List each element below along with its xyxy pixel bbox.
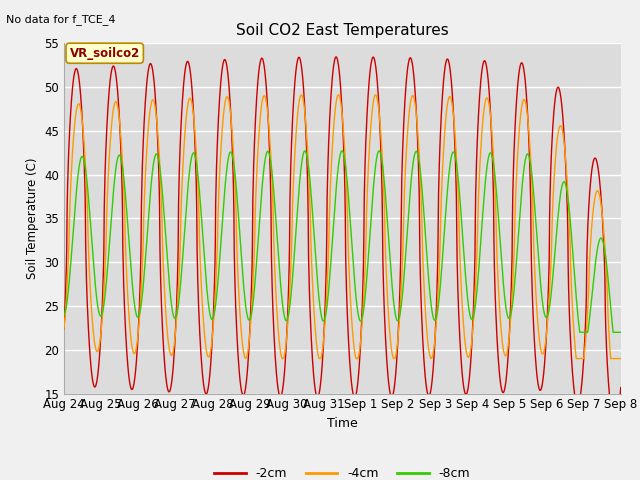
Legend: -2cm, -4cm, -8cm: -2cm, -4cm, -8cm — [209, 462, 476, 480]
Text: No data for f_TCE_4: No data for f_TCE_4 — [6, 14, 116, 25]
Y-axis label: Soil Temperature (C): Soil Temperature (C) — [26, 157, 38, 279]
X-axis label: Time: Time — [327, 417, 358, 430]
Text: VR_soilco2: VR_soilco2 — [70, 47, 140, 60]
Title: Soil CO2 East Temperatures: Soil CO2 East Temperatures — [236, 23, 449, 38]
